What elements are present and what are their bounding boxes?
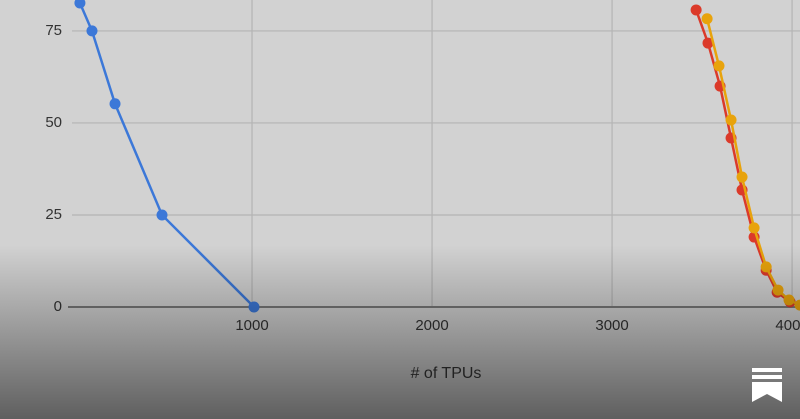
icon-bar: [752, 368, 782, 372]
y-tick-label: 75: [45, 22, 62, 39]
data-point: [156, 209, 168, 221]
data-point: [74, 0, 86, 9]
icon-ribbon: [752, 382, 782, 402]
bottom-shade: [0, 245, 800, 419]
data-point: [701, 13, 713, 25]
data-point: [702, 37, 714, 49]
icon-bar: [752, 375, 782, 379]
data-point: [713, 60, 725, 72]
data-point: [748, 222, 760, 234]
y-tick-label: 50: [45, 114, 62, 131]
data-point: [725, 114, 737, 126]
x-axis-title: # of TPUs: [411, 365, 482, 382]
bookmark-icon[interactable]: [752, 368, 782, 402]
data-point: [736, 171, 748, 183]
data-point: [690, 4, 702, 16]
y-tick-label: 25: [45, 206, 62, 223]
data-point: [109, 98, 121, 110]
data-point: [86, 25, 98, 37]
